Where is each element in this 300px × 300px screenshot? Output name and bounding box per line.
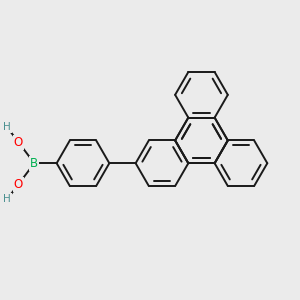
Text: H: H [4,122,11,133]
Text: O: O [14,136,23,149]
Text: H: H [4,194,11,204]
Text: B: B [30,157,38,170]
Text: O: O [14,178,23,191]
